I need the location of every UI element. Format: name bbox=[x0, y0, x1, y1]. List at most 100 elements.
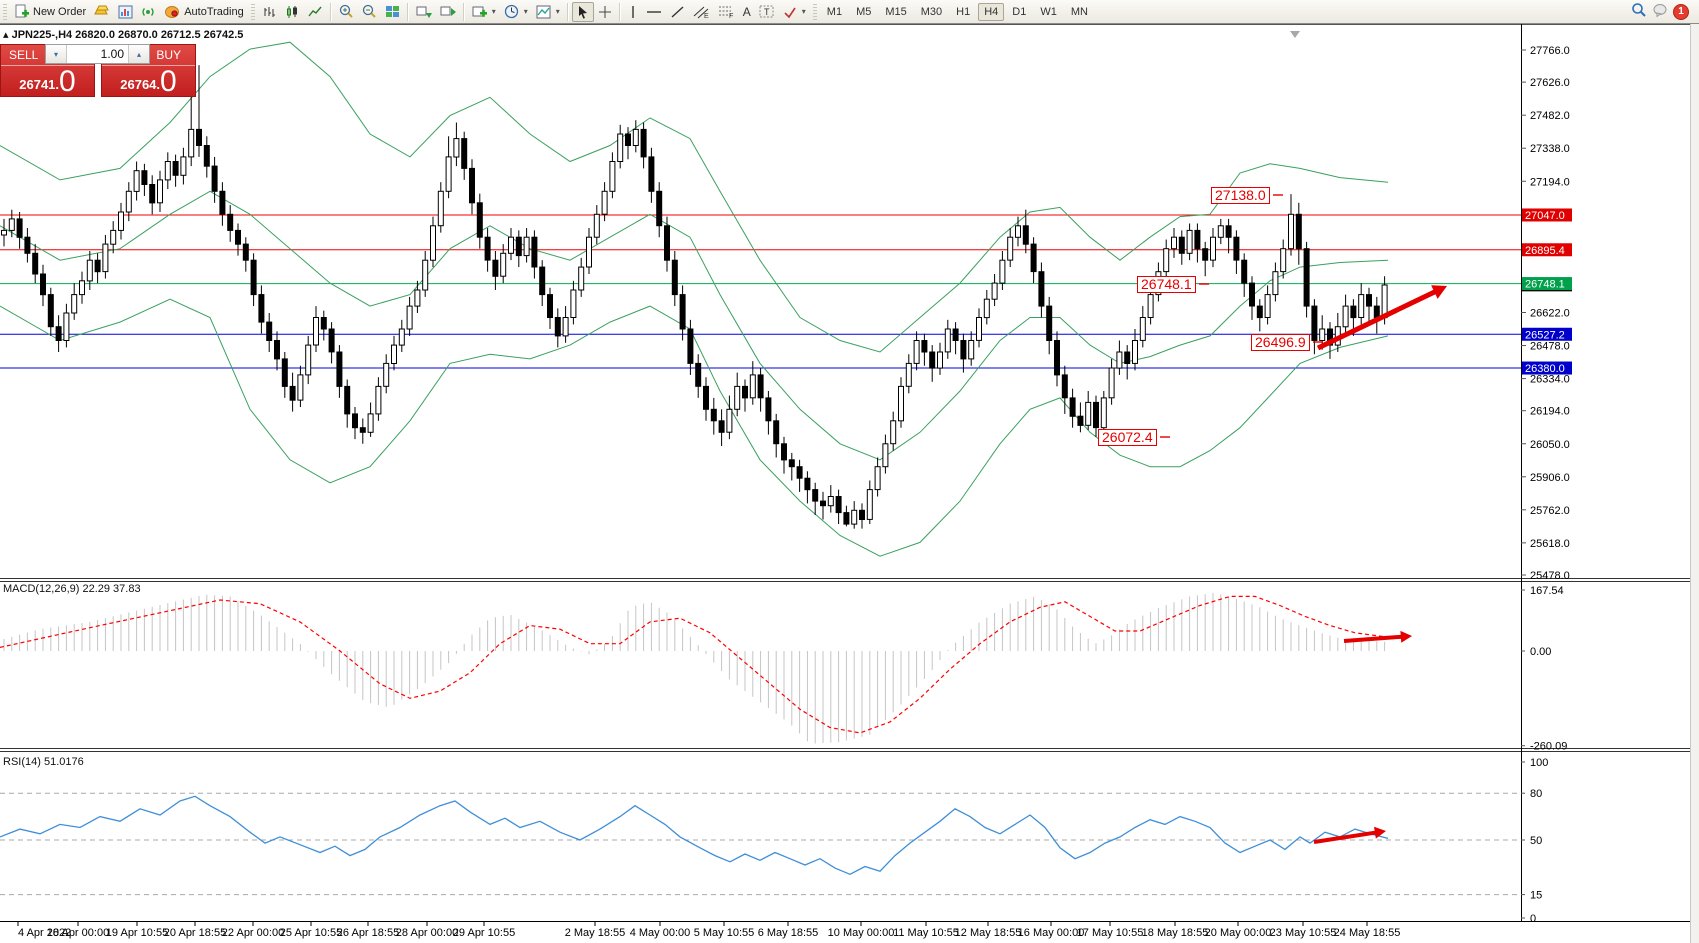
indicators-button[interactable]: ▾ bbox=[532, 3, 564, 21]
dropdown-caret-icon: ▾ bbox=[555, 7, 560, 16]
notification-badge[interactable]: 1 bbox=[1673, 3, 1689, 20]
sell-label: SELL bbox=[9, 48, 39, 62]
tab-timeframe-h1[interactable]: H1 bbox=[956, 5, 971, 18]
chart-symbol-ohlc: ▴ JPN225-,H4 26820.0 26870.0 26712.5 267… bbox=[3, 28, 243, 41]
text-tool-button[interactable]: A bbox=[742, 4, 751, 19]
chart-window[interactable]: 27766.0 27626.0 27482.0 27338.0 27194.0 26622… bbox=[0, 24, 1699, 943]
price-callout-label[interactable]: 27138.0 bbox=[1211, 187, 1270, 204]
volume-decrease-button[interactable]: ▾ bbox=[46, 45, 67, 63]
chart-canvas[interactable]: 27766.0 27626.0 27482.0 27338.0 27194.0 26622… bbox=[0, 24, 1699, 943]
auto-arrange-button[interactable] bbox=[412, 3, 436, 21]
svg-text:26895.4: 26895.4 bbox=[1525, 245, 1565, 257]
tab-timeframe-m1[interactable]: M1 bbox=[826, 5, 843, 18]
rsi-indicator-label: RSI(14) 51.0176 bbox=[3, 756, 84, 768]
sell-price-big: 0 bbox=[59, 65, 76, 98]
search-icon[interactable] bbox=[1631, 2, 1647, 21]
vertical-line-tool-button[interactable] bbox=[624, 3, 642, 21]
svg-text:26050.0: 26050.0 bbox=[1530, 439, 1570, 451]
toolbar-grip bbox=[812, 3, 817, 20]
buy-price-big: 0 bbox=[160, 65, 177, 98]
spin-down-icon: ▾ bbox=[53, 49, 58, 59]
svg-text:20 May 00:00: 20 May 00:00 bbox=[1205, 927, 1272, 939]
buy-price: 26764. 0 bbox=[102, 65, 195, 98]
svg-text:6 May 18:55: 6 May 18:55 bbox=[758, 927, 819, 939]
market-watch-button[interactable] bbox=[114, 3, 137, 21]
svg-text:4 May 00:00: 4 May 00:00 bbox=[630, 927, 691, 939]
svg-text:26334.0: 26334.0 bbox=[1530, 374, 1570, 386]
main-toolbar: New Order AutoTrading ▾ ▾ ▾ E F A T ▾ M1… bbox=[0, 0, 1699, 24]
new-chart-button[interactable]: ▾ bbox=[468, 3, 500, 21]
horizontal-line-tool-button[interactable] bbox=[642, 3, 666, 21]
svg-text:167.54: 167.54 bbox=[1530, 585, 1564, 597]
svg-text:25762.0: 25762.0 bbox=[1530, 505, 1570, 517]
gold-bar-icon bbox=[94, 5, 110, 19]
tab-timeframe-m15[interactable]: M15 bbox=[885, 5, 907, 18]
sell-button[interactable]: SELL bbox=[1, 45, 94, 66]
svg-text:27482.0: 27482.0 bbox=[1530, 110, 1570, 122]
channel-tool-button[interactable]: E bbox=[689, 2, 714, 21]
symbol-marker-icon: ▴ bbox=[3, 29, 9, 41]
one-click-trading-panel: SELL 26741.0 BUY 26764.0 ▾ ▴ bbox=[0, 44, 196, 97]
trendline-tool-button[interactable] bbox=[666, 3, 689, 21]
notification-icon[interactable] bbox=[1653, 3, 1667, 20]
svg-text:-260.09: -260.09 bbox=[1530, 741, 1567, 753]
bar-chart-button[interactable] bbox=[258, 3, 281, 21]
svg-text:26527.2: 26527.2 bbox=[1525, 329, 1565, 341]
chart-shift-marker-icon bbox=[1290, 31, 1300, 38]
chart-window-icon bbox=[118, 5, 133, 19]
svg-text:F: F bbox=[729, 13, 733, 19]
crosshair-tool-button[interactable] bbox=[594, 3, 616, 21]
signals-button[interactable] bbox=[137, 3, 160, 21]
svg-text:25 Apr 10:55: 25 Apr 10:55 bbox=[280, 927, 342, 939]
volume-input[interactable] bbox=[67, 45, 128, 63]
text-label-tool-button[interactable]: T bbox=[755, 2, 779, 21]
volume-increase-button[interactable]: ▴ bbox=[128, 45, 149, 63]
tab-timeframe-d1[interactable]: D1 bbox=[1012, 5, 1027, 18]
deposit-button[interactable] bbox=[90, 3, 114, 21]
svg-text:26194.0: 26194.0 bbox=[1530, 406, 1570, 418]
svg-text:4 Apr 2022: 4 Apr 2022 bbox=[18, 927, 71, 939]
symbol-ohlc-text: JPN225-,H4 26820.0 26870.0 26712.5 26742… bbox=[11, 29, 244, 41]
autotrading-icon bbox=[164, 4, 180, 19]
period-button[interactable]: ▾ bbox=[500, 2, 532, 21]
svg-text:11 May 10:55: 11 May 10:55 bbox=[893, 927, 959, 939]
svg-text:T: T bbox=[764, 7, 770, 17]
price-callout-label[interactable]: 26748.1 bbox=[1137, 276, 1196, 293]
arrows-tool-button[interactable]: ▾ bbox=[779, 3, 810, 21]
svg-text:23 May 10:55: 23 May 10:55 bbox=[1270, 927, 1337, 939]
fibonacci-tool-button[interactable]: F bbox=[714, 2, 739, 21]
svg-text:2 May 18:55: 2 May 18:55 bbox=[565, 927, 626, 939]
tab-timeframe-m30[interactable]: M30 bbox=[920, 5, 943, 18]
cursor-tool-button[interactable] bbox=[571, 1, 594, 22]
buy-button[interactable]: BUY bbox=[102, 45, 195, 66]
svg-text:17 May 10:55: 17 May 10:55 bbox=[1077, 927, 1144, 939]
step-forward-button[interactable] bbox=[436, 3, 460, 21]
toolbar-separator bbox=[406, 2, 409, 21]
tab-timeframe-m5[interactable]: M5 bbox=[856, 5, 872, 18]
tile-windows-button[interactable] bbox=[381, 3, 404, 21]
tab-timeframe-h4[interactable]: H4 bbox=[978, 2, 1005, 21]
dropdown-caret-icon: ▾ bbox=[523, 7, 528, 16]
new-order-button[interactable]: New Order bbox=[10, 2, 90, 21]
svg-text:5 May 10:55: 5 May 10:55 bbox=[694, 927, 755, 939]
price-callout-label[interactable]: 26496.9 bbox=[1251, 334, 1310, 351]
line-chart-button[interactable] bbox=[304, 3, 327, 21]
buy-panel[interactable]: BUY 26764. 0 bbox=[101, 44, 196, 97]
tab-timeframe-mn[interactable]: MN bbox=[1070, 5, 1088, 18]
svg-text:27766.0: 27766.0 bbox=[1530, 45, 1570, 57]
svg-text:16 May 00:00: 16 May 00:00 bbox=[1018, 927, 1085, 939]
window-scrollbar[interactable] bbox=[1690, 24, 1699, 943]
svg-text:27626.0: 27626.0 bbox=[1530, 77, 1570, 89]
autotrading-label: AutoTrading bbox=[184, 5, 244, 18]
svg-text:26478.0: 26478.0 bbox=[1530, 341, 1570, 353]
autotrading-button[interactable]: AutoTrading bbox=[160, 2, 248, 21]
zoom-out-button[interactable] bbox=[358, 2, 381, 21]
candlestick-chart-button[interactable] bbox=[281, 3, 304, 21]
sell-price: 26741. 0 bbox=[1, 65, 94, 98]
tab-timeframe-w1[interactable]: W1 bbox=[1040, 5, 1057, 18]
price-callout-label[interactable]: 26072.4 bbox=[1098, 429, 1157, 446]
svg-text:E: E bbox=[704, 13, 709, 19]
zoom-in-button[interactable] bbox=[335, 2, 358, 21]
svg-text:20 Apr 18:55: 20 Apr 18:55 bbox=[164, 927, 226, 939]
svg-text:27194.0: 27194.0 bbox=[1530, 176, 1570, 188]
